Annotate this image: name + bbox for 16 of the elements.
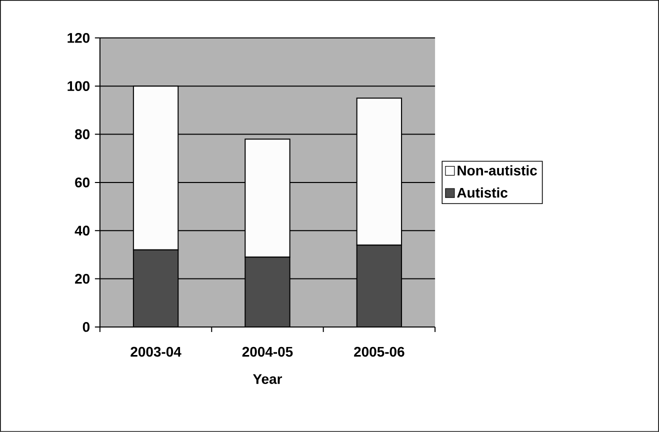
- y-tick-label: 20: [75, 274, 90, 284]
- x-tick-label: 2004-05: [242, 346, 293, 357]
- y-tick-label: 100: [68, 81, 90, 92]
- x-tick-label: 2003-04: [130, 346, 182, 357]
- y-tick-label: 40: [74, 226, 90, 236]
- bar: [356, 244, 402, 328]
- x-axis-title: Year: [252, 374, 282, 384]
- y-tick-label: 60: [75, 178, 90, 188]
- y-tick-label: 0: [82, 322, 90, 332]
- legend-label: Non-autistic: [458, 165, 537, 176]
- bar: [244, 256, 290, 328]
- x-tick-label: 2005-06: [354, 346, 404, 357]
- y-tick-label: 80: [75, 129, 90, 140]
- bar: [132, 249, 179, 328]
- legend-label: Autistic: [457, 187, 508, 198]
- y-tick-label: 120: [68, 32, 90, 43]
